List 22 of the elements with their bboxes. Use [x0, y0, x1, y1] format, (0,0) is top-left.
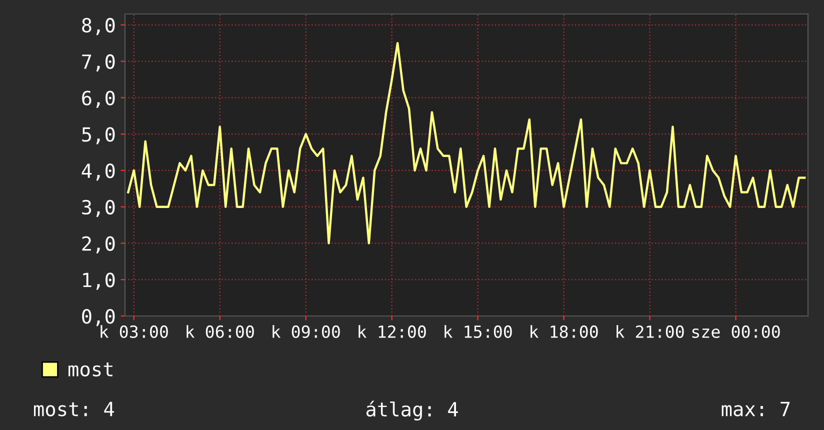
y-tick-label: 0,0 [82, 309, 115, 326]
y-tick-label: 8,0 [82, 18, 115, 36]
legend-label: most [68, 362, 112, 376]
y-tick-label: 7,0 [82, 54, 115, 72]
x-tick-label: k 09:00 [272, 325, 340, 338]
x-tick-label: k 18:00 [530, 325, 598, 338]
x-tick-label: k 21:00 [616, 325, 684, 338]
x-tick-label: k 12:00 [358, 325, 426, 338]
x-tick-label: k 06:00 [186, 325, 254, 338]
y-tick-label: 6,0 [82, 90, 115, 108]
x-tick-label: sze 00:00 [692, 325, 780, 338]
y-tick-label: 5,0 [82, 127, 115, 144]
text: most: 4 [34, 402, 114, 416]
line-series [127, 42, 806, 244]
y-tick-label: 4,0 [82, 163, 115, 181]
y-tick-label: 3,0 [82, 200, 115, 218]
y-tick-label: 2,0 [82, 236, 115, 254]
y-tick-label: 1,0 [83, 272, 115, 290]
text: átlag: 4 [366, 400, 458, 421]
text: max: 7 [722, 402, 790, 416]
x-tick-label: k 15:00 [444, 325, 512, 338]
x-tick-label: k 03:00 [100, 325, 168, 338]
